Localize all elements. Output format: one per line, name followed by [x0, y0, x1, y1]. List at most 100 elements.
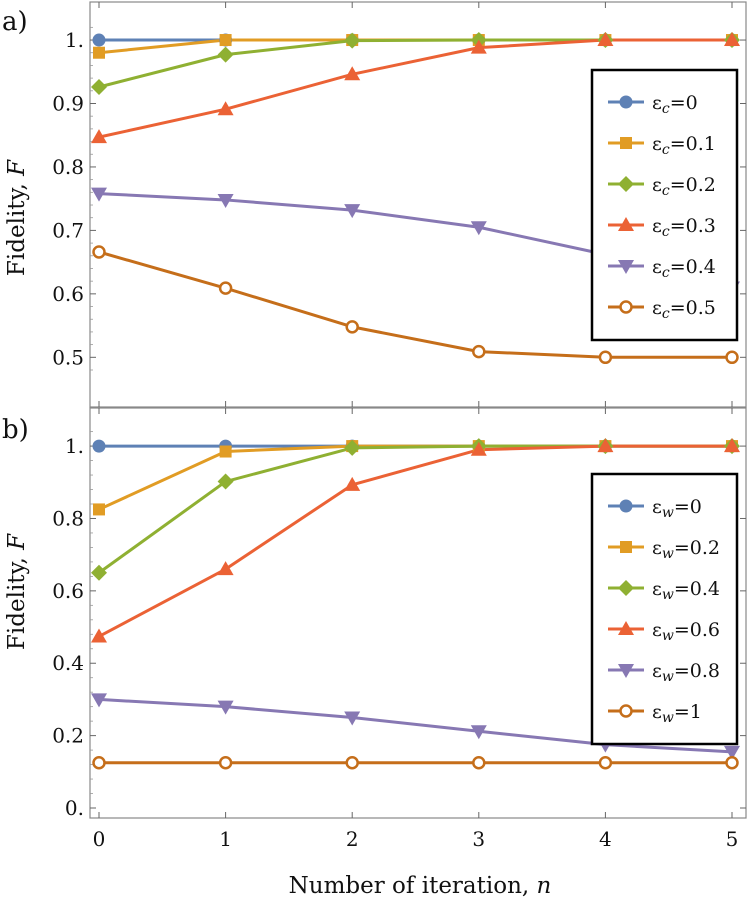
panel-b-legend-box — [590, 472, 739, 746]
panel-b: 0.0.20.40.60.81.0 1 2 3 4 5b)Fidelity, Fεw=0ε… — [2, 407, 747, 851]
panel-a-series-3-point — [470, 39, 487, 54]
panel-b-series-1-point — [219, 445, 232, 458]
panel-a-series-4-point — [344, 204, 361, 219]
panel-b-legend-label: εw=1 — [652, 701, 702, 726]
panel-a-legend-swatch-marker — [618, 217, 634, 231]
panel-a-legend-swatch-marker — [618, 176, 634, 192]
panel-b-ytick-label: 0.6 — [52, 579, 84, 603]
panel-a-series-3-point — [724, 32, 740, 47]
panel-a-legend-label: εc=0.2 — [652, 174, 716, 199]
panel-b-series-4-point — [344, 711, 361, 726]
panel-b-series-5-point — [598, 756, 613, 770]
x-tick-label: 5 — [726, 827, 739, 851]
x-tick-label: 1 — [219, 827, 232, 851]
x-axis-title-variable: n — [537, 873, 552, 899]
panel-b-series-3-point — [724, 438, 740, 453]
panel-b-series-1-point — [93, 503, 105, 516]
panel-a-series-2-point — [91, 78, 107, 95]
panel-b-series-4-point — [470, 725, 487, 740]
panel-b-ytick-label: 0.4 — [52, 651, 84, 675]
panel-a-ytick-label: 0.5 — [52, 345, 84, 369]
panel-a: 0.5 0.6 0.7 0.8 0.9 1. a) Fidelity, F εc=0 εc=0.1… — [2, 1, 747, 408]
panel-b-series-2-point — [344, 439, 361, 456]
panel-a-ytick-label: 0.9 — [52, 91, 84, 115]
panel-b-series-5-point — [725, 756, 739, 770]
panel-b-legend-swatch-marker — [618, 621, 634, 635]
panel-a-series-5-point — [725, 350, 739, 365]
panel-a-legend-box — [590, 68, 739, 342]
panel-a-series-3-point — [91, 129, 107, 144]
panel-a-ytick-label: 0.7 — [52, 218, 84, 242]
x-axis-title: Number of iteration, n — [289, 873, 552, 899]
panel-b-series-5-point — [218, 756, 233, 770]
panel-b-series-4-point — [91, 693, 107, 708]
panel-b-series-0-point — [92, 439, 106, 453]
x-tick-label: 2 — [346, 827, 359, 851]
panel-b-series-2-point — [217, 473, 234, 490]
x-tick-label: 3 — [472, 827, 485, 851]
panel-a-legend-label: εc=0.4 — [652, 256, 716, 281]
panel-a-legend-swatch-marker — [618, 260, 634, 274]
panel-a-series-5-point — [598, 350, 613, 365]
panel-a-series-line-5 — [98, 250, 732, 359]
x-tick-label: 0 — [93, 827, 106, 851]
panel-b-legend-swatch-marker — [618, 580, 634, 596]
panel-b-series-4-point — [217, 700, 234, 715]
panel-a-series-4-point — [470, 221, 487, 236]
panel-b-legend-swatch-marker — [619, 704, 633, 718]
panel-b-legend-swatch-marker — [618, 664, 634, 678]
panel-a-legend-swatch-marker — [619, 300, 633, 314]
panel-b-series-3-point — [344, 476, 361, 491]
panel-b-series-2-point — [91, 564, 107, 581]
panel-a-legend-swatch-marker — [619, 95, 633, 109]
panel-b-ytick-label: 0.8 — [52, 506, 84, 530]
panel-a-legend-label: εc=0 — [652, 92, 698, 117]
panel-a-series-2-point — [217, 46, 234, 63]
panel-a-legend-label: εc=0.3 — [652, 215, 716, 240]
panel-a-series-1-point — [93, 46, 105, 59]
x-tick-label: 4 — [599, 827, 612, 851]
panel-b-y-axis-title: Fidelity, F — [4, 533, 30, 650]
panel-a-legend: εc=0 εc=0.1 εc=0.2 εc=0.3 εc=0.4 εc=0.5 — [590, 68, 739, 342]
panel-a-label: a) — [2, 7, 28, 37]
panel-a-series-3-point — [217, 101, 234, 116]
panel-b-legend: εw=0 εw=0.2 εw=0.4 εw=0.6 εw=0.8 εw=1 — [590, 472, 739, 746]
panel-b-series-3-point — [470, 441, 487, 456]
panel-b-legend-label: εw=0.6 — [652, 619, 720, 644]
panel-a-ytick-label: 0.6 — [52, 282, 84, 306]
panel-b-ytick-label: 1. — [65, 434, 84, 458]
panel-a-ytick-label: 0.8 — [52, 155, 84, 179]
panel-b-legend-label: εw=0.8 — [652, 660, 720, 685]
panel-b-series-5-point — [472, 756, 486, 770]
panel-b-legend-swatch-marker — [620, 541, 632, 553]
panel-b-series-3-point — [597, 438, 614, 453]
panel-a-series-line-3 — [98, 38, 732, 139]
panel-a-series-5-point — [472, 344, 486, 359]
panel-b-series-4-point — [724, 745, 740, 760]
panel-b-legend-label: εw=0.2 — [652, 537, 720, 562]
panel-a-legend-label: εc=0.5 — [652, 297, 716, 322]
panel-a-series-2-point — [344, 32, 361, 49]
panel-b-legend-label: εw=0.4 — [652, 578, 720, 603]
panel-a-series-5-point — [345, 320, 359, 334]
panel-a-series-0-point — [92, 33, 106, 47]
panel-a-series-5-point — [92, 245, 106, 259]
panel-a-ytick-label: 1. — [65, 28, 84, 52]
panel-b-ytick-label: 0. — [65, 796, 84, 820]
panel-b-legend-label: εw=0 — [652, 496, 702, 521]
panel-a-series-4-point — [91, 187, 107, 202]
panel-b-series-5-point — [345, 756, 359, 770]
panel-b-series-5-point — [92, 756, 106, 770]
panel-b-series-3-point — [217, 561, 234, 576]
x-axis-title-text: Number of iteration, — [289, 873, 537, 899]
panel-a-series-4-point — [217, 193, 234, 208]
panel-a-series-5-point — [218, 281, 233, 295]
panel-b-legend-swatch-marker — [619, 499, 633, 513]
panel-b-series-line-3 — [98, 444, 732, 638]
panel-b-label: b) — [2, 415, 29, 445]
panel-a-series-3-point — [597, 32, 614, 47]
panel-a-series-3-point — [344, 66, 361, 81]
panel-a-series-1-point — [219, 34, 232, 47]
panel-b-series-line-4 — [98, 697, 733, 754]
